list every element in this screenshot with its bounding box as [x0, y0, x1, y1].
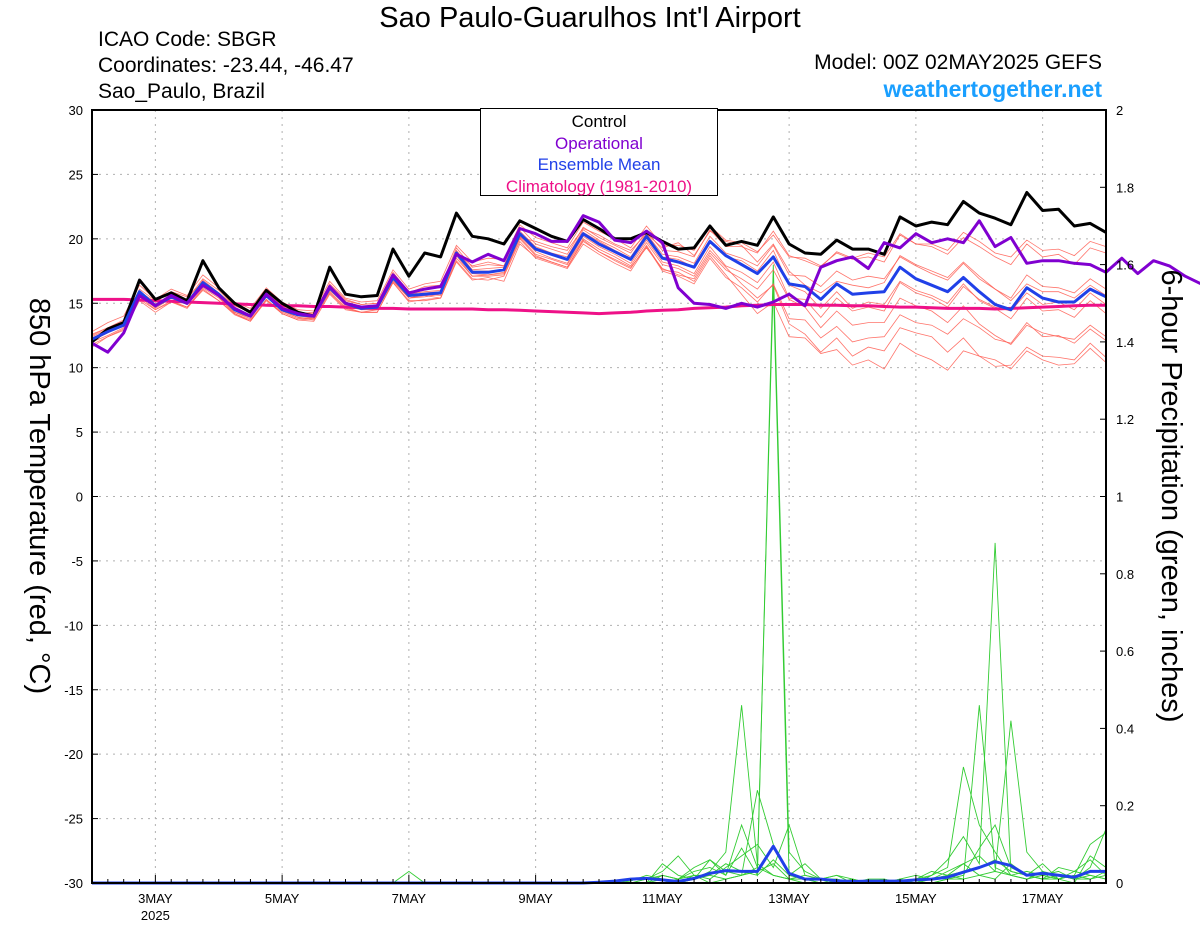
y-axis-label-right: 6-hour Precipitation (green, inches)	[1155, 270, 1187, 723]
legend-control: Control	[571, 112, 627, 131]
chart-title: Sao Paulo-Guarulhos Int'l Airport	[379, 2, 801, 34]
temperature-member-line	[91, 221, 1107, 332]
y-tick-label: 10	[69, 361, 83, 376]
x-tick-label: 9MAY	[518, 891, 553, 906]
precip-member-line	[92, 264, 1107, 884]
y2-tick-label: 1.2	[1116, 412, 1134, 427]
temperature-member-line	[91, 240, 1107, 345]
y2-tick-label: 0.4	[1116, 721, 1134, 736]
y2-tick-label: 1.4	[1116, 335, 1134, 350]
precip-member-line	[92, 283, 1107, 884]
x-tick-label: 15MAY	[895, 891, 937, 906]
control-line	[91, 191, 1107, 344]
y-tick-label: 15	[69, 296, 83, 311]
y2-tick-label: 0.2	[1116, 799, 1134, 814]
coordinates: Coordinates: -23.44, -46.47	[98, 54, 354, 77]
legend-climatology: Climatology (1981-2010)	[505, 176, 693, 196]
x-tick-label: 5MAY	[265, 891, 300, 906]
y2-tick-label: 1	[1116, 490, 1123, 505]
x-tick-label: 17MAY	[1022, 891, 1064, 906]
y2-tick-label: 0	[1116, 876, 1123, 891]
y2-tick-label: 0.8	[1116, 567, 1134, 582]
y-tick-label: -15	[64, 683, 83, 698]
legend-operational: Operational	[555, 133, 643, 153]
y-tick-label: -25	[64, 812, 83, 827]
x-tick-label: 3MAY	[138, 891, 173, 906]
main-series	[91, 191, 1200, 885]
temperature-member-line	[91, 240, 1107, 348]
grid-lines	[92, 109, 1106, 884]
y-tick-label: 5	[76, 425, 83, 440]
location: Sao_Paulo, Brazil	[98, 80, 265, 103]
site-link[interactable]: weathertogether.net	[883, 76, 1102, 102]
x-tick-sublabel: 2025	[141, 908, 170, 923]
y-tick-label: 30	[69, 103, 83, 118]
y-tick-label: -5	[71, 554, 83, 569]
temperature-member-line	[91, 229, 1107, 339]
y-tick-label: -20	[64, 747, 83, 762]
axis-ticks: 302520151050-5-10-15-20-25-3021.81.61.41…	[64, 103, 1134, 923]
y2-tick-label: 0.6	[1116, 644, 1134, 659]
y2-tick-label: 2	[1116, 103, 1123, 118]
y-tick-label: 0	[76, 490, 83, 505]
y-tick-label: 20	[69, 232, 83, 247]
y-tick-label: -10	[64, 618, 83, 633]
model-run: Model: 00Z 02MAY2025 GEFS	[814, 51, 1102, 74]
y2-tick-label: 1.6	[1116, 258, 1134, 273]
precip-member-line	[92, 542, 1107, 884]
legend: Control Operational Ensemble Mean Climat…	[480, 108, 718, 196]
operational-line	[91, 214, 1200, 354]
icao-code: ICAO Code: SBGR	[98, 28, 277, 51]
x-tick-label: 11MAY	[642, 891, 683, 906]
x-tick-label: 13MAY	[768, 891, 810, 906]
precipitation-ensemble-members	[92, 264, 1107, 884]
precip-member-line	[92, 720, 1107, 884]
x-tick-label: 7MAY	[392, 891, 427, 906]
y2-tick-label: 1.8	[1116, 180, 1134, 195]
y-tick-label: 25	[69, 167, 83, 182]
y-axis-label-left: 850 hPa Temperature (red, °C)	[23, 298, 55, 694]
legend-ensemble-mean: Ensemble Mean	[537, 155, 661, 174]
y-tick-label: -30	[64, 876, 83, 891]
precip-member-line	[92, 705, 1107, 884]
climatology-line	[92, 297, 1106, 316]
